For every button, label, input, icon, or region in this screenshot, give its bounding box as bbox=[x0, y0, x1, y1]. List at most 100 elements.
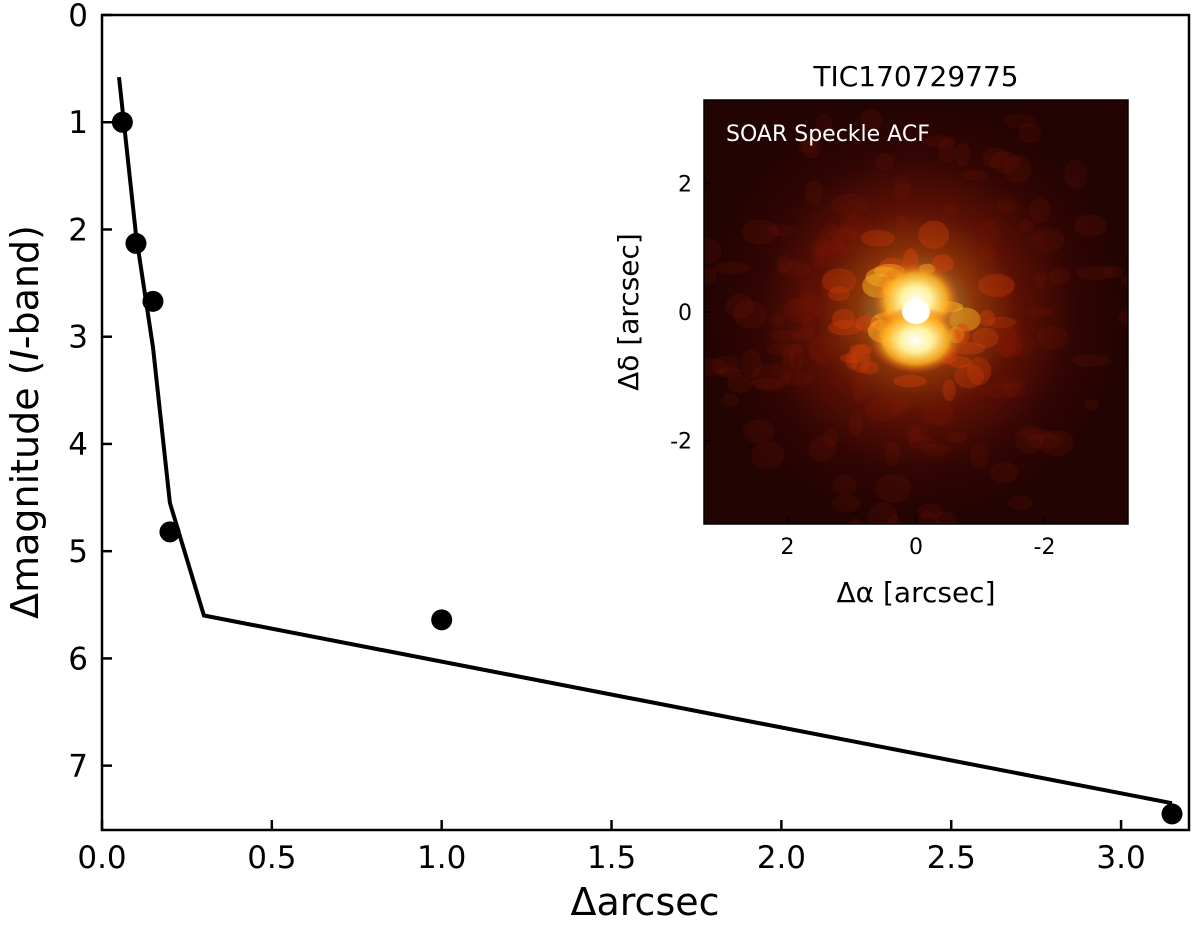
speckle-blob bbox=[1049, 268, 1071, 286]
speckle-blob bbox=[864, 397, 902, 422]
inset-y-tick-label: 0 bbox=[678, 301, 692, 326]
speckle-blob bbox=[839, 214, 873, 240]
speckle-blob bbox=[875, 473, 912, 504]
speckle-blob bbox=[1034, 270, 1048, 289]
speckle-blob bbox=[828, 320, 862, 336]
speckle-blob bbox=[832, 308, 856, 329]
speckle-blob bbox=[921, 443, 952, 457]
speckle-blob bbox=[967, 357, 991, 386]
data-point bbox=[142, 290, 164, 312]
y-tick-label: 0 bbox=[68, 0, 88, 34]
speckle-inset: TIC170729775 SOAR Speckle ACF 2 0 -2 20-2 … bbox=[612, 60, 1129, 609]
speckle-blob bbox=[996, 198, 1018, 212]
speckle-blob bbox=[1030, 227, 1065, 253]
data-point bbox=[159, 521, 181, 543]
speckle-blob bbox=[884, 441, 901, 466]
y-tick-label: 3 bbox=[68, 320, 88, 356]
speckle-blob bbox=[769, 329, 801, 342]
speckle-blob bbox=[821, 268, 857, 294]
speckle-blob bbox=[823, 428, 838, 448]
x-tick-label: 3.0 bbox=[1096, 840, 1145, 876]
x-tick-label: 1.0 bbox=[417, 840, 466, 876]
speckle-blob bbox=[704, 266, 717, 284]
speckle-blob bbox=[908, 435, 936, 450]
inset-x-axis-title: Δα [arcsec] bbox=[836, 576, 995, 609]
speckle-blob bbox=[782, 346, 795, 373]
speckle-blob bbox=[994, 318, 1023, 335]
speckle-blob bbox=[917, 503, 943, 519]
data-point bbox=[431, 609, 453, 631]
inset-y-tick-label: -2 bbox=[670, 429, 692, 454]
speckle-blob bbox=[980, 384, 1019, 398]
x-axis-title: Δarcsec bbox=[570, 880, 719, 924]
speckle-blob bbox=[717, 366, 743, 379]
inset-y-axis-title: Δδ [arcsec] bbox=[612, 233, 645, 391]
speckle-blob bbox=[798, 140, 817, 154]
speckle-blob bbox=[839, 353, 869, 364]
speckle-blob bbox=[1014, 424, 1044, 454]
speckle-blob bbox=[815, 113, 833, 139]
speckle-blob bbox=[782, 298, 820, 323]
speckle-blob bbox=[765, 343, 803, 356]
speckle-blob bbox=[805, 180, 823, 207]
data-point bbox=[1161, 803, 1183, 825]
speckle-blob bbox=[852, 374, 867, 403]
speckle-blob bbox=[828, 286, 850, 302]
speckle-blob bbox=[790, 292, 825, 318]
speckle-blob bbox=[874, 152, 895, 171]
speckle-blob bbox=[810, 238, 826, 269]
speckle-blob bbox=[1002, 113, 1036, 128]
x-tick-label: 0.0 bbox=[77, 840, 126, 876]
speckle-blob bbox=[938, 138, 956, 164]
speckle-blob bbox=[819, 223, 845, 252]
speckle-blob bbox=[978, 273, 1015, 298]
speckle-blob bbox=[961, 169, 989, 181]
x-tick-labels: 0.0 0.5 1.0 1.5 2.0 2.5 3.0 bbox=[77, 840, 1145, 876]
speckle-blob bbox=[1074, 214, 1108, 237]
inset-y-tick-label: 2 bbox=[678, 173, 692, 198]
speckle-blob bbox=[977, 361, 992, 380]
speckle-blob bbox=[977, 218, 1001, 245]
speckle-blob bbox=[742, 419, 775, 444]
x-tick-label: 2.5 bbox=[927, 840, 976, 876]
speckle-blob bbox=[924, 135, 956, 148]
speckle-blob bbox=[830, 240, 845, 254]
speckle-blob bbox=[887, 514, 900, 524]
speckle-blob bbox=[808, 436, 837, 463]
speckle-blob bbox=[1121, 275, 1128, 287]
contrast-curve-line bbox=[117, 76, 1173, 806]
speckle-blob bbox=[979, 309, 995, 327]
speckle-blob bbox=[989, 151, 1021, 174]
speckle-blob bbox=[850, 344, 872, 374]
speckle-blob bbox=[1039, 430, 1074, 457]
speckle-blob bbox=[1084, 399, 1100, 411]
speckle-blob bbox=[821, 272, 838, 299]
speckle-blob bbox=[741, 219, 779, 245]
speckle-blob bbox=[770, 312, 786, 328]
main-axis-ticks bbox=[100, 13, 1123, 830]
speckle-blob bbox=[1003, 155, 1032, 184]
speckle-blob bbox=[792, 327, 816, 341]
data-point bbox=[125, 232, 147, 254]
speckle-blob bbox=[721, 393, 739, 408]
speckle-blob bbox=[910, 428, 925, 442]
y-tick-labels: 0 1 2 3 4 5 6 7 bbox=[68, 0, 88, 785]
y-axis-title: Δmagnitude (I-band) bbox=[3, 225, 47, 619]
speckle-blob bbox=[750, 364, 790, 392]
speckle-blob bbox=[895, 214, 909, 235]
speckle-blob bbox=[1103, 265, 1123, 279]
speckle-blob bbox=[751, 441, 785, 470]
speckle-blob bbox=[777, 254, 793, 273]
speckle-blob bbox=[1026, 433, 1064, 449]
speckle-blob bbox=[942, 379, 956, 402]
speckle-blob bbox=[992, 376, 1026, 389]
speckle-blob bbox=[1027, 307, 1053, 318]
speckle-blob bbox=[838, 224, 859, 254]
speckle-blob bbox=[740, 349, 762, 379]
speckle-blob bbox=[986, 316, 1017, 328]
speckle-blob bbox=[750, 377, 784, 390]
speckle-blob bbox=[814, 241, 835, 268]
speckle-blob bbox=[860, 229, 895, 247]
speckle-blob bbox=[1018, 219, 1034, 233]
